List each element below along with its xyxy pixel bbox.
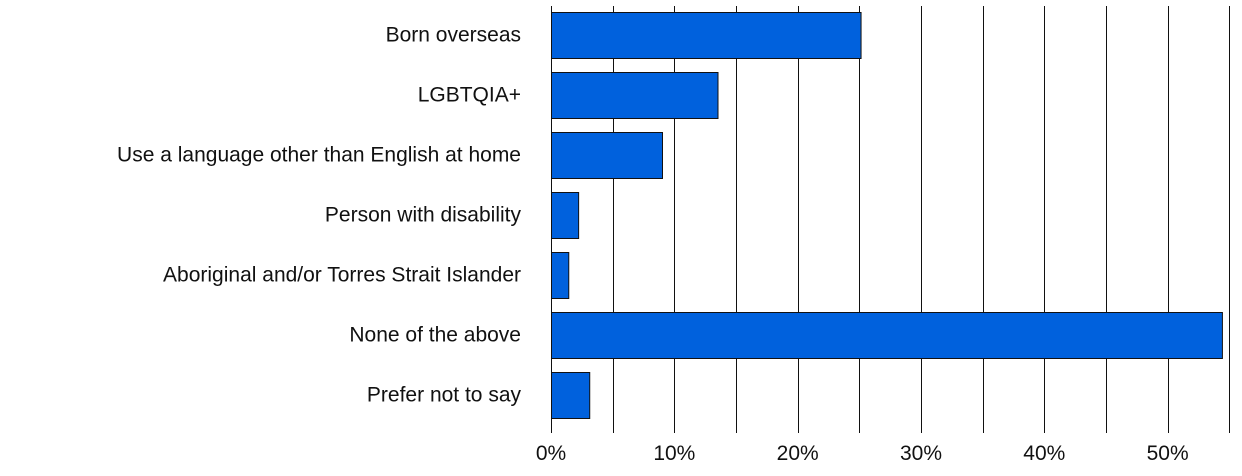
x-tick-label: 0% xyxy=(536,442,566,465)
x-tick-label: 10% xyxy=(653,442,695,465)
grid-lines xyxy=(551,6,1230,433)
bar xyxy=(551,192,580,239)
category-label: Use a language other than English at hom… xyxy=(117,144,521,167)
bar xyxy=(551,132,663,179)
category-labels: Born overseas LGBTQIA+ Use a language othe… xyxy=(117,24,521,407)
category-label: Aboriginal and/or Torres Strait Islander xyxy=(163,264,521,287)
bar xyxy=(551,372,591,419)
bar xyxy=(551,12,862,59)
category-label: Born overseas xyxy=(386,24,521,47)
x-tick-label: 30% xyxy=(900,442,942,465)
bar xyxy=(551,252,570,299)
x-tick-label: 20% xyxy=(777,442,819,465)
category-label: Person with disability xyxy=(325,204,522,227)
bar xyxy=(551,312,1223,359)
x-tick-label: 40% xyxy=(1023,442,1065,465)
bar xyxy=(551,72,719,119)
category-label: None of the above xyxy=(349,324,521,347)
bars xyxy=(551,12,1223,419)
x-tick-label: 50% xyxy=(1147,442,1189,465)
x-tick-labels: 0% 10% 20% 30% 40% 50% xyxy=(536,442,1189,465)
category-label: LGBTQIA+ xyxy=(418,84,521,107)
category-label: Prefer not to say xyxy=(367,384,522,407)
